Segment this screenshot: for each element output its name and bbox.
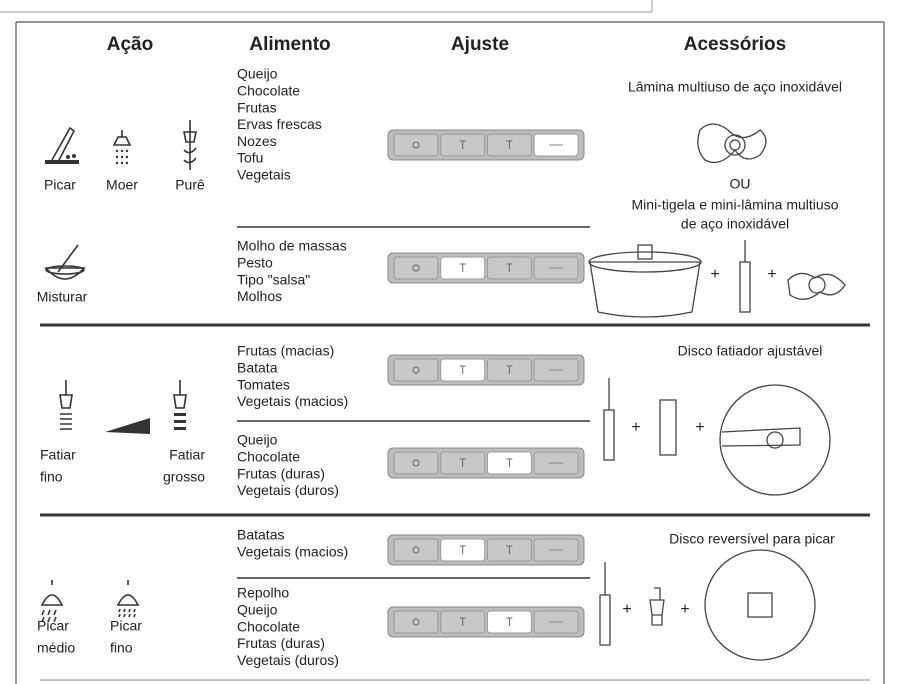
action-label: Fatiar xyxy=(169,447,205,463)
accessory-drawings xyxy=(588,123,846,661)
button-symbol xyxy=(459,140,466,149)
button-symbol xyxy=(459,458,466,467)
action-label: Moer xyxy=(106,177,138,193)
food-item: Queijo xyxy=(237,432,278,448)
food-item: Nozes xyxy=(237,133,277,149)
button-symbol xyxy=(506,458,513,467)
food-item: Vegetais (macios) xyxy=(237,544,348,560)
column-header: Ação xyxy=(107,34,153,55)
plus-sign: + xyxy=(767,266,776,283)
button-symbol xyxy=(412,366,420,374)
action-label: fino xyxy=(110,640,133,656)
food-item: Vegetais (duros) xyxy=(237,482,339,498)
food-item: Ervas frescas xyxy=(237,116,322,132)
food-item: Chocolate xyxy=(237,618,300,634)
button-symbol xyxy=(506,263,513,272)
button-symbol xyxy=(506,140,513,149)
action-label: Picar xyxy=(44,177,76,193)
food-item: Frutas (duras) xyxy=(237,635,325,651)
accessory-title: de aço inoxidável xyxy=(681,216,789,232)
accessory-title: Mini-tigela e mini-lâmina multiuso xyxy=(632,197,839,213)
food-item: Queijo xyxy=(237,602,278,618)
food-item: Tofu xyxy=(237,150,263,166)
button-symbol xyxy=(412,459,420,467)
food-item: Chocolate xyxy=(237,449,300,465)
panel-button xyxy=(393,538,439,562)
accessory-or: OU xyxy=(730,176,751,192)
plus-sign: + xyxy=(695,419,704,436)
accessory-title: Lâmina multiuso de aço inoxidável xyxy=(628,79,842,95)
food-item: Repolho xyxy=(237,585,289,601)
button-symbol xyxy=(506,545,513,554)
button-symbol xyxy=(506,617,513,626)
action-label: Misturar xyxy=(37,289,88,305)
column-header: Alimento xyxy=(249,34,330,55)
food-item: Vegetais (duros) xyxy=(237,652,339,668)
action-label: Purê xyxy=(175,177,205,193)
button-symbol xyxy=(412,546,420,554)
food-item: Tomates xyxy=(237,376,290,392)
action-icons xyxy=(40,120,197,623)
food-item: Frutas xyxy=(237,99,277,115)
button-symbol xyxy=(412,618,420,626)
food-item: Queijo xyxy=(237,66,278,82)
plus-sign: + xyxy=(710,266,719,283)
plus-sign: + xyxy=(622,601,631,618)
food-item: Batata xyxy=(237,360,278,376)
food-item: Vegetais xyxy=(237,167,291,183)
action-label: Picar xyxy=(110,618,142,634)
panel-button xyxy=(393,256,439,280)
panel-button xyxy=(393,610,439,634)
panel-button xyxy=(393,358,439,382)
food-item: Frutas (macias) xyxy=(237,343,334,359)
column-header: Acessórios xyxy=(684,34,786,55)
column-header: Ajuste xyxy=(451,34,509,55)
plus-sign: + xyxy=(680,601,689,618)
button-symbol xyxy=(506,365,513,374)
plus-sign: + xyxy=(631,419,640,436)
button-symbol xyxy=(459,365,466,374)
action-label: Picar xyxy=(37,618,69,634)
settings-panels xyxy=(387,129,585,638)
food-item: Vegetais (macios) xyxy=(237,393,348,409)
accessory-title: Disco reversível para picar xyxy=(669,531,835,547)
food-item: Molho de massas xyxy=(237,238,347,254)
food-item: Pesto xyxy=(237,255,273,271)
panel-button xyxy=(393,133,439,157)
button-symbol xyxy=(459,263,466,272)
button-symbol xyxy=(412,264,420,272)
panel-button xyxy=(393,451,439,475)
button-symbol xyxy=(412,141,420,149)
action-label: grosso xyxy=(163,469,205,485)
button-symbol xyxy=(459,545,466,554)
food-item: Tipo "salsa" xyxy=(237,271,310,287)
button-symbol xyxy=(459,617,466,626)
accessory-title: Disco fatiador ajustável xyxy=(678,343,823,359)
food-item: Batatas xyxy=(237,527,284,543)
food-item: Molhos xyxy=(237,288,282,304)
food-item: Frutas (duras) xyxy=(237,465,325,481)
action-label: fino xyxy=(40,469,63,485)
action-label: médio xyxy=(37,640,75,656)
action-label: Fatiar xyxy=(40,447,76,463)
food-item: Chocolate xyxy=(237,83,300,99)
